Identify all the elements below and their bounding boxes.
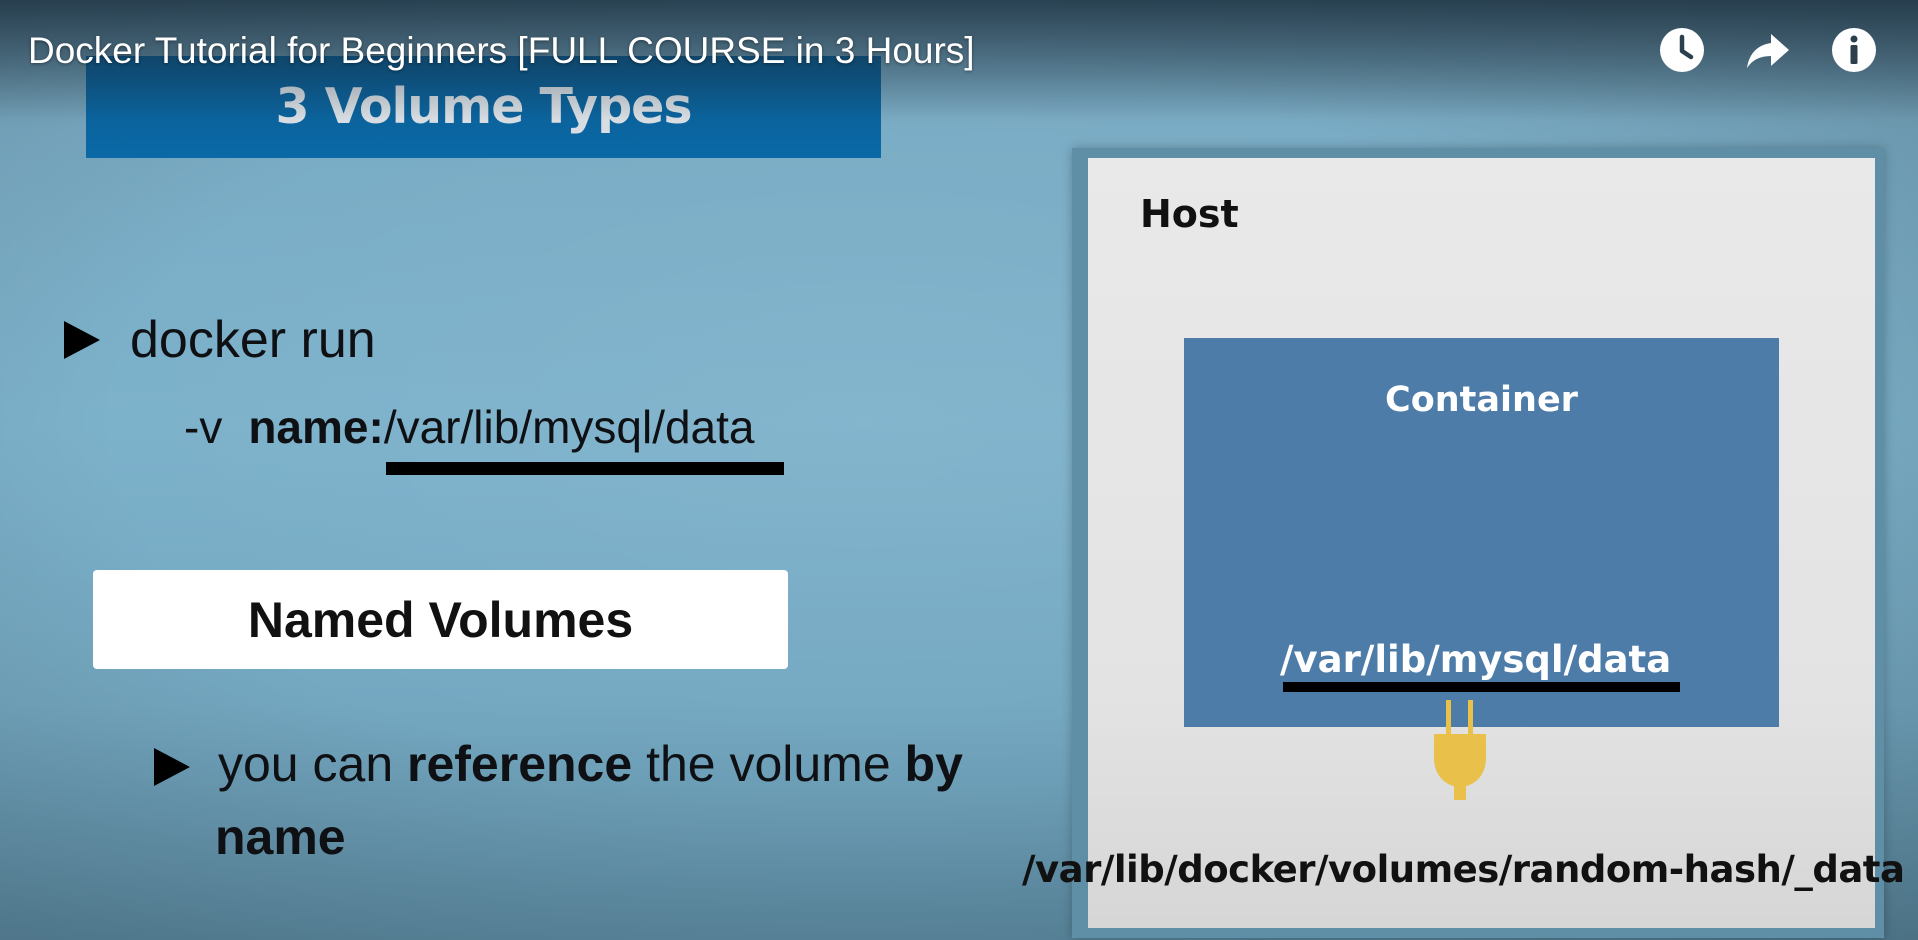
bullet-triangle-icon: [64, 321, 100, 359]
player-top-controls: [1658, 26, 1878, 74]
volume-name: name:: [248, 401, 384, 453]
command-flag: -v: [184, 401, 223, 453]
container-path: /var/lib/mysql/data: [1280, 638, 1672, 681]
host-label: Host: [1140, 192, 1239, 236]
command-path-underline: [386, 462, 784, 475]
reference-part3: the volume: [632, 736, 905, 792]
docker-run-text: docker run: [130, 311, 376, 369]
video-title[interactable]: Docker Tutorial for Beginners [FULL COUR…: [28, 30, 975, 71]
command-path: /var/lib/mysql/data: [383, 401, 755, 453]
container-box: [1184, 338, 1779, 727]
container-label: Container: [1385, 380, 1578, 420]
host-path: /var/lib/docker/volumes/random-hash/_dat…: [1022, 848, 1905, 891]
bullet-triangle-icon: [154, 748, 190, 786]
reference-part1: you can: [218, 736, 408, 792]
plug-icon: [1434, 700, 1486, 800]
named-volumes-box: Named Volumes: [93, 570, 788, 669]
named-volumes-label: Named Volumes: [247, 591, 634, 648]
reference-part2: reference: [407, 736, 633, 792]
reference-part4: by: [904, 736, 963, 792]
reference-text-line2: name: [215, 809, 346, 865]
container-path-underline: [1283, 682, 1680, 692]
player-top-overlay: [0, 0, 1918, 120]
info-icon[interactable]: [1830, 26, 1878, 74]
share-icon[interactable]: [1744, 26, 1792, 74]
command-line: -v name:/var/lib/mysql/data: [184, 400, 755, 454]
clock-icon[interactable]: [1658, 26, 1706, 74]
reference-text-line1: you can reference the volume by: [218, 735, 963, 793]
